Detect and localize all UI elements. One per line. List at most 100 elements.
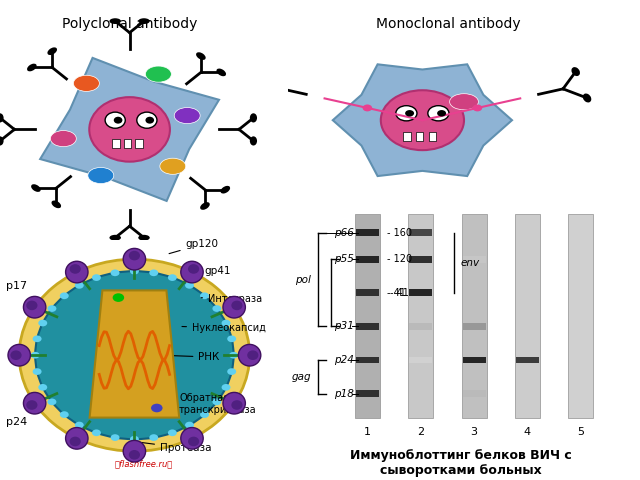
Text: p18: p18 xyxy=(335,389,355,398)
Bar xyxy=(356,289,379,296)
Ellipse shape xyxy=(239,345,261,366)
Circle shape xyxy=(149,434,158,441)
Ellipse shape xyxy=(65,428,88,449)
Bar xyxy=(463,323,486,330)
Circle shape xyxy=(428,106,449,121)
Ellipse shape xyxy=(129,450,140,460)
Circle shape xyxy=(229,352,238,359)
Text: p17: p17 xyxy=(6,281,28,290)
Ellipse shape xyxy=(265,67,273,76)
Bar xyxy=(410,256,433,263)
Text: p31: p31 xyxy=(335,322,355,331)
Circle shape xyxy=(33,336,42,342)
Text: gag: gag xyxy=(291,372,311,382)
Circle shape xyxy=(185,282,194,288)
Circle shape xyxy=(227,336,236,342)
Text: p66: p66 xyxy=(335,228,355,238)
Ellipse shape xyxy=(250,136,257,145)
Ellipse shape xyxy=(145,66,172,82)
Text: gp41: gp41 xyxy=(195,265,231,282)
Text: - 41: - 41 xyxy=(390,288,409,298)
Circle shape xyxy=(363,105,372,111)
Polygon shape xyxy=(40,58,219,201)
Circle shape xyxy=(151,404,163,412)
Circle shape xyxy=(221,384,230,391)
Bar xyxy=(410,357,433,363)
Ellipse shape xyxy=(253,94,262,102)
Ellipse shape xyxy=(381,90,464,150)
Ellipse shape xyxy=(123,249,146,270)
Circle shape xyxy=(47,398,56,405)
Circle shape xyxy=(130,436,139,443)
Ellipse shape xyxy=(0,136,4,145)
Ellipse shape xyxy=(88,168,114,183)
Bar xyxy=(463,390,486,397)
Ellipse shape xyxy=(188,437,199,446)
Ellipse shape xyxy=(247,350,259,360)
Text: 3: 3 xyxy=(470,427,477,437)
Bar xyxy=(429,132,436,141)
Circle shape xyxy=(33,368,42,375)
Circle shape xyxy=(113,293,124,302)
Ellipse shape xyxy=(19,259,250,451)
Circle shape xyxy=(47,305,56,312)
Bar xyxy=(463,256,486,263)
Circle shape xyxy=(137,112,157,128)
Ellipse shape xyxy=(572,67,580,76)
Bar xyxy=(408,214,433,418)
Ellipse shape xyxy=(66,261,88,283)
Text: p55: p55 xyxy=(335,254,355,264)
Circle shape xyxy=(212,305,221,312)
Circle shape xyxy=(145,117,154,124)
Ellipse shape xyxy=(223,393,245,414)
Ellipse shape xyxy=(231,300,243,310)
Circle shape xyxy=(168,274,177,281)
Ellipse shape xyxy=(583,94,591,102)
Ellipse shape xyxy=(47,48,57,55)
Bar xyxy=(113,139,120,148)
Bar xyxy=(463,357,486,363)
Circle shape xyxy=(185,422,194,429)
Text: p24: p24 xyxy=(6,418,28,427)
Ellipse shape xyxy=(231,400,243,410)
Bar xyxy=(356,256,379,263)
Ellipse shape xyxy=(174,108,200,124)
Bar xyxy=(461,214,486,418)
Text: Нуклеокапсид: Нуклеокапсид xyxy=(182,323,266,333)
Circle shape xyxy=(437,110,446,117)
Ellipse shape xyxy=(89,97,170,162)
Ellipse shape xyxy=(10,350,22,360)
Bar xyxy=(356,323,379,330)
Circle shape xyxy=(111,269,120,276)
Text: 4: 4 xyxy=(524,427,531,437)
Ellipse shape xyxy=(51,201,61,208)
Ellipse shape xyxy=(27,64,36,72)
Polygon shape xyxy=(90,290,179,418)
Ellipse shape xyxy=(74,75,99,91)
Circle shape xyxy=(38,320,47,326)
Ellipse shape xyxy=(70,437,81,446)
Bar xyxy=(356,357,379,363)
Circle shape xyxy=(149,269,158,276)
Circle shape xyxy=(200,411,209,418)
Text: - 120: - 120 xyxy=(387,254,412,264)
Text: Polyclonal antibody: Polyclonal antibody xyxy=(62,16,197,31)
Ellipse shape xyxy=(181,261,204,283)
Circle shape xyxy=(111,434,120,441)
Ellipse shape xyxy=(160,158,186,174)
Ellipse shape xyxy=(129,251,140,260)
Ellipse shape xyxy=(0,113,4,122)
Ellipse shape xyxy=(196,52,205,60)
Ellipse shape xyxy=(221,186,230,193)
Ellipse shape xyxy=(70,264,81,274)
Bar xyxy=(355,214,380,418)
Ellipse shape xyxy=(51,131,76,147)
Text: env: env xyxy=(461,258,480,268)
Bar xyxy=(416,132,424,141)
Bar xyxy=(356,229,379,236)
Text: 1: 1 xyxy=(364,427,371,437)
Bar xyxy=(403,132,411,141)
Circle shape xyxy=(105,112,125,128)
Ellipse shape xyxy=(188,264,199,274)
Ellipse shape xyxy=(35,271,234,439)
